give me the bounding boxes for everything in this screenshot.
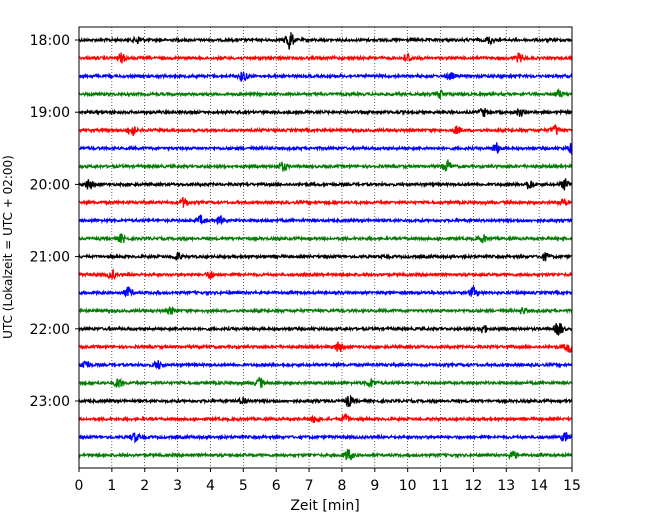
trace-line: [78, 70, 573, 83]
x-tick-label: 8: [337, 478, 346, 494]
trace-group: [78, 32, 573, 461]
y-tick-label: 22:00: [30, 322, 70, 338]
x-tick-label: 5: [239, 478, 248, 494]
trace-line: [78, 124, 573, 136]
trace-line: [78, 341, 573, 353]
x-tick-label: 12: [464, 478, 482, 494]
x-tick-label: 9: [370, 478, 379, 494]
x-tick-label: 6: [272, 478, 281, 494]
trace-line: [78, 394, 573, 408]
y-axis: 18:00 19:00 20:00 21:00 22:00 23:00: [30, 33, 79, 410]
trace-line: [78, 360, 573, 370]
trace-line: [78, 108, 573, 118]
trace-line: [78, 159, 573, 172]
trace-line: [78, 448, 573, 461]
x-tick-label: 7: [305, 478, 314, 494]
x-axis-label: Zeit [min]: [290, 498, 359, 514]
trace-line: [78, 178, 573, 191]
trace-line: [78, 142, 573, 155]
y-tick-label: 18:00: [30, 33, 70, 49]
trace-line: [78, 233, 573, 244]
x-tick-label: 3: [173, 478, 182, 494]
x-tick-label: 13: [497, 478, 515, 494]
x-axis: 0 1 2 3 4 5 6 7 8 9 10 11 12 13 14 15: [75, 468, 581, 494]
x-tick-label: 2: [140, 478, 149, 494]
trace-line: [78, 32, 573, 50]
plot-frame: [78, 26, 573, 469]
trace-line: [78, 268, 573, 281]
y-tick-label: 23:00: [30, 394, 70, 410]
y-tick-label: 20:00: [30, 177, 70, 193]
trace-line: [78, 250, 573, 262]
y-axis-label: UTC (Lokalzeit = UTC + 02:00): [1, 155, 15, 339]
x-tick-label: 4: [206, 478, 215, 494]
x-tick-label: 10: [399, 478, 417, 494]
trace-line: [78, 52, 573, 64]
trace-line: [78, 283, 573, 298]
trace-line: [78, 214, 573, 226]
trace-line: [78, 322, 573, 337]
trace-line: [78, 305, 573, 316]
trace-line: [78, 197, 573, 208]
y-tick-label: 21:00: [30, 250, 70, 266]
x-tick-label: 11: [432, 478, 450, 494]
x-tick-label: 14: [530, 478, 548, 494]
x-tick-label: 1: [107, 478, 116, 494]
trace-line: [78, 432, 573, 444]
trace-line: [78, 87, 573, 99]
x-tick-label: 0: [75, 478, 84, 494]
y-tick-label: 19:00: [30, 105, 70, 121]
trace-line: [78, 412, 573, 423]
x-tick-label: 15: [563, 478, 581, 494]
trace-line: [78, 376, 573, 389]
